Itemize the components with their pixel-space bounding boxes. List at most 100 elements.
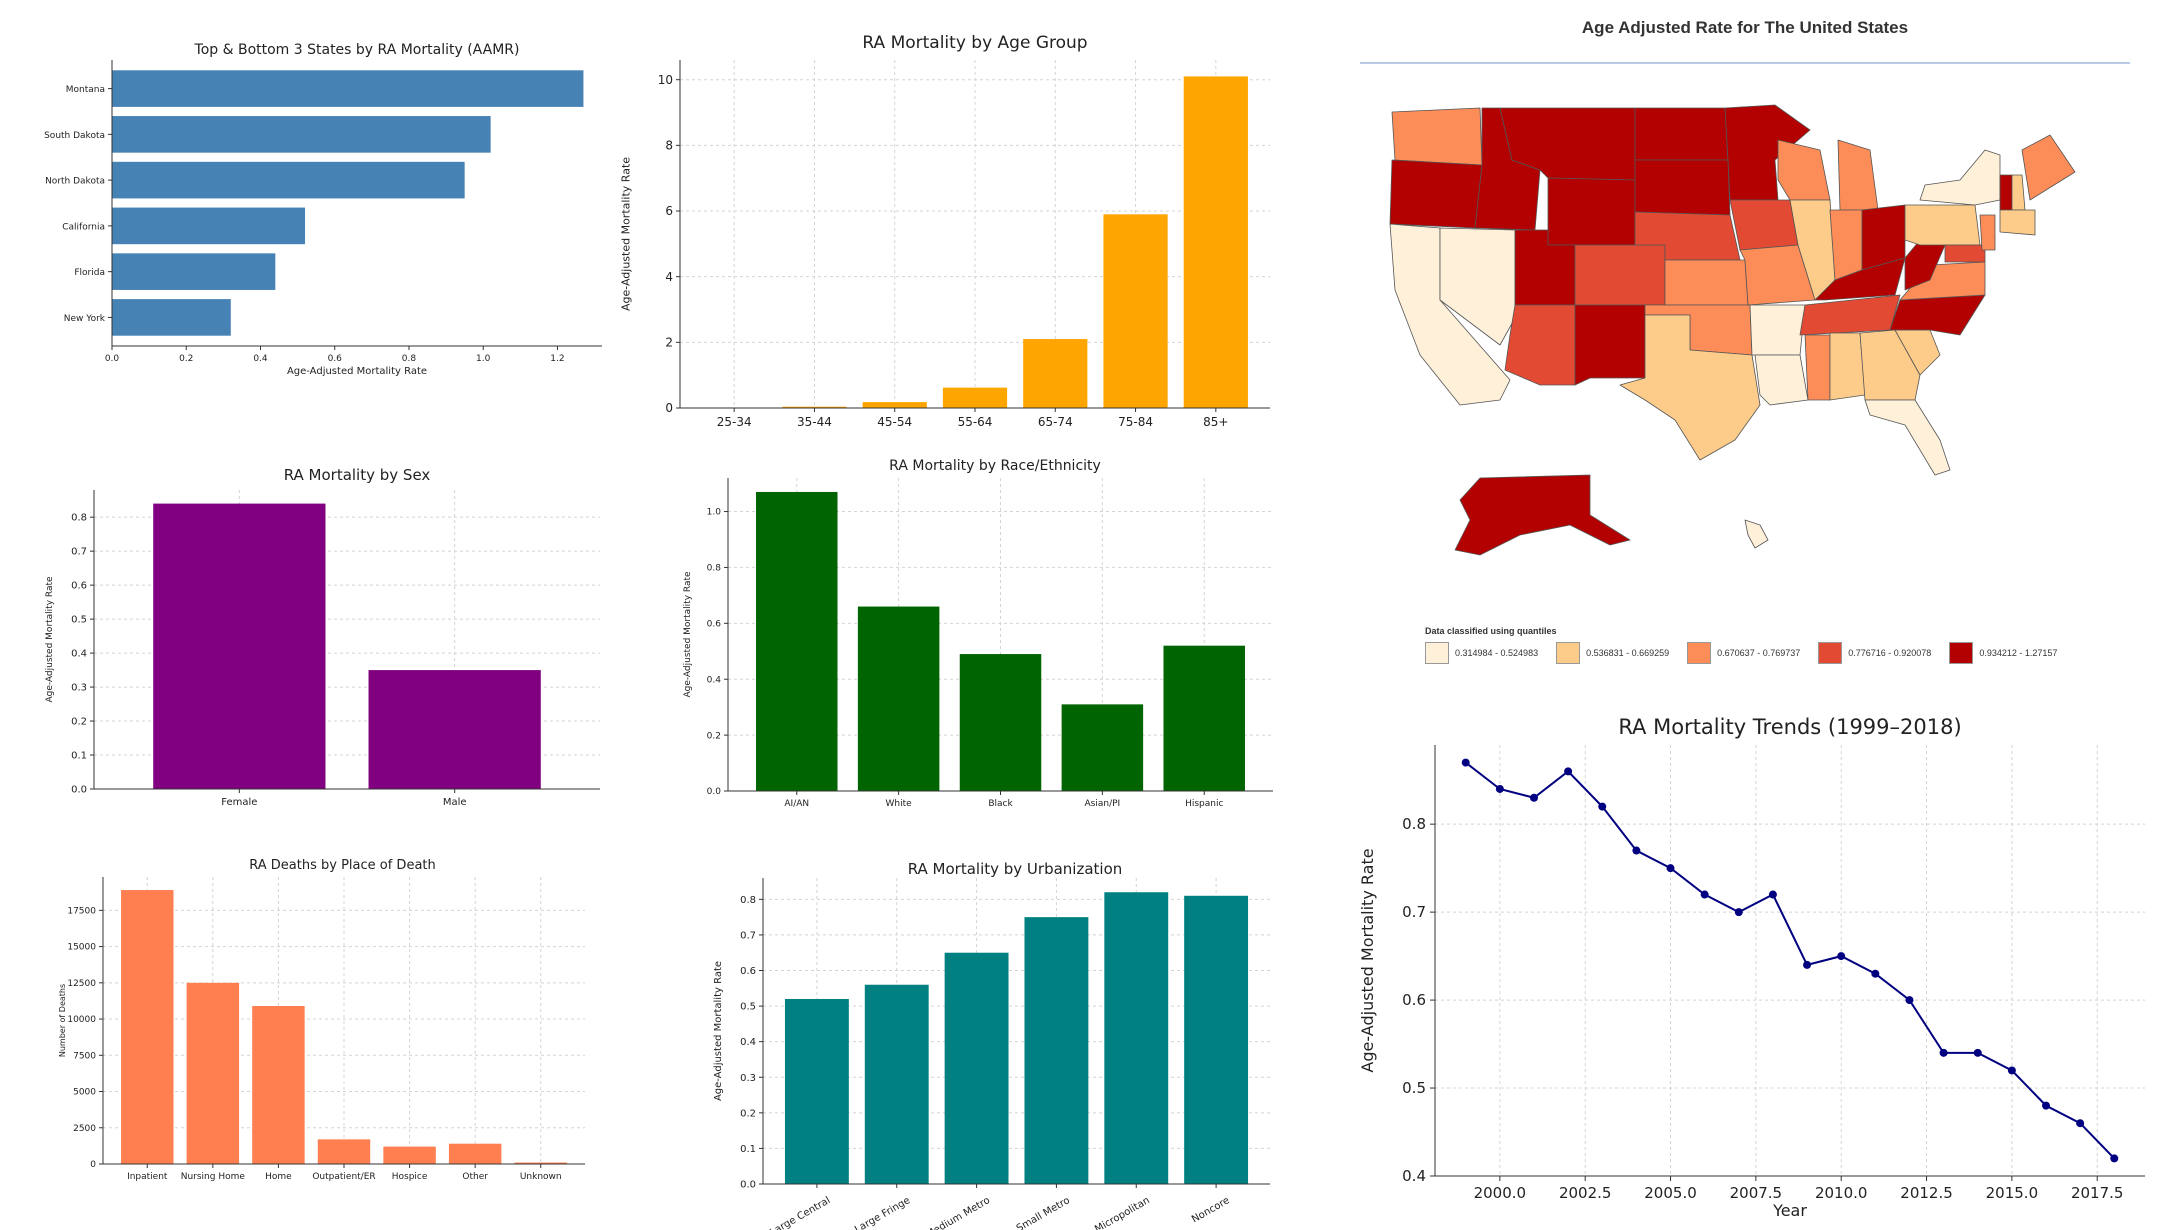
- bar: [1183, 76, 1248, 408]
- y-tick-label: 0.2: [740, 1108, 756, 1119]
- y-axis-label: Age-Adjusted Mortality Rate: [713, 961, 724, 1101]
- x-tick-label: 2007.5: [1730, 1184, 1783, 1202]
- y-tick-label: South Dakota: [44, 131, 105, 141]
- chart-svg: 0.0 0.1 0.2 0.3 0.4 0.5 0.6 0.7 0.8 Female Male Age…: [45, 490, 600, 808]
- series-line: [1465, 761, 2115, 1160]
- legend-label: 0.314984 - 0.524983: [1455, 648, 1539, 658]
- data-point: [1461, 758, 1470, 767]
- y-tick-label: 0.7: [740, 930, 756, 941]
- x-tick-label: Asian/PI: [1085, 799, 1121, 809]
- y-tick-label: 0.2: [71, 717, 87, 728]
- y-axis-label: Number of Deaths: [58, 984, 67, 1057]
- bar: [864, 984, 929, 1184]
- legend-label: 0.670637 - 0.769737: [1717, 648, 1801, 658]
- state-north-dakota: [1634, 107, 1729, 161]
- x-tick-label: 2005.0: [1644, 1184, 1697, 1202]
- data-point: [1837, 952, 1846, 961]
- state-iowa: [1729, 199, 1799, 251]
- x-tick-label: White: [886, 799, 913, 809]
- bar: [1024, 917, 1089, 1184]
- y-axis-label: Age-Adjusted Mortality Rate: [1358, 848, 1377, 1072]
- y-tick-label: 0.4: [1402, 1167, 1426, 1185]
- state-georgia: [1859, 329, 1921, 401]
- chart-title: RA Mortality by Age Group: [862, 33, 1088, 53]
- y-tick-label: 0.2: [707, 731, 721, 741]
- chart-title: RA Mortality by Race/Ethnicity: [889, 458, 1101, 474]
- y-tick-label: Florida: [74, 268, 105, 278]
- state-alaska: [1454, 474, 1631, 556]
- state-nevada: [1439, 227, 1516, 346]
- state-pennsylvania: [1904, 204, 1981, 246]
- legend-title: Data classified using quantiles: [1425, 626, 1557, 636]
- data-point: [2110, 1154, 2119, 1163]
- x-tick-label: 85+: [1203, 415, 1228, 429]
- legend-label: 0.776716 - 0.920078: [1848, 648, 1932, 658]
- chart-title: RA Deaths by Place of Death: [249, 858, 436, 873]
- x-tick-label: 0.0: [105, 354, 120, 364]
- y-tick-label: 0.7: [71, 547, 87, 558]
- bar: [186, 982, 240, 1164]
- chart-svg: Montana South Dakota North Dakota Californi…: [44, 60, 602, 377]
- y-tick-label: 7500: [73, 1051, 96, 1061]
- legend-item: 0.536831 - 0.669259: [1556, 642, 1669, 664]
- bar: [782, 406, 847, 408]
- state-minnesota: [1724, 104, 1811, 201]
- bar: [1023, 339, 1088, 408]
- x-tick-label: 25-34: [717, 415, 752, 429]
- state-new-jersey: [1979, 214, 1996, 251]
- bar: [317, 1139, 371, 1164]
- bar: [112, 207, 306, 245]
- data-point: [1700, 890, 1709, 899]
- x-tick-label: 2000.0: [1474, 1184, 1527, 1202]
- state-southern-new-england: [1999, 209, 2036, 236]
- x-tick-label: 2010.0: [1815, 1184, 1868, 1202]
- x-tick-label: Unknown: [520, 1172, 562, 1182]
- data-point: [1495, 784, 1504, 793]
- x-tick-label: Other: [462, 1172, 488, 1182]
- bar: [1163, 645, 1245, 791]
- data-point: [1666, 864, 1675, 873]
- state-new-mexico: [1574, 304, 1646, 386]
- y-tick-label: 0.4: [707, 675, 722, 685]
- bar: [112, 299, 231, 336]
- x-axis-label: Age-Adjusted Mortality Rate: [287, 366, 427, 377]
- chart-svg: 0 2 4 6 8 10 25-34 35-44 45-54 55-64 65-74 75-84 85+…: [620, 60, 1270, 429]
- chart-svg: 0.0 0.2 0.4 0.6 0.8 1.0 AI/AN White Black Asian/P…: [683, 478, 1273, 809]
- bar: [1104, 892, 1169, 1184]
- state-wisconsin: [1777, 139, 1831, 201]
- y-axis-label: Age-Adjusted Mortality Rate: [620, 157, 633, 311]
- chart-title: RA Mortality Trends (1999–2018): [1618, 715, 1962, 739]
- legend-item: 0.670637 - 0.769737: [1687, 642, 1800, 664]
- bar: [514, 1162, 567, 1164]
- legend-item: 0.934212 - 1.27157: [1949, 642, 2057, 664]
- y-tick-label: 0.4: [740, 1037, 756, 1048]
- y-tick-label: 8: [665, 139, 673, 153]
- legend-swatch: [1818, 642, 1843, 664]
- x-tick-label: 2015.0: [1986, 1184, 2039, 1202]
- bar: [368, 670, 541, 789]
- state-arizona: [1504, 304, 1576, 386]
- legend-swatch: [1949, 642, 1974, 664]
- data-point: [1529, 793, 1538, 802]
- y-tick-label: 0.7: [1402, 903, 1426, 921]
- x-tick-label: Female: [221, 797, 257, 808]
- data-point: [2042, 1101, 2051, 1110]
- state-mississippi: [1804, 334, 1831, 401]
- legend-swatch: [1556, 642, 1581, 664]
- y-tick-label: 10000: [67, 1015, 96, 1025]
- y-tick-label: 0.8: [740, 895, 756, 906]
- x-tick-label: 75-84: [1118, 415, 1153, 429]
- state-new-hampshire: [2011, 174, 2026, 211]
- state-tennessee: [1799, 294, 1901, 336]
- data-point: [1803, 960, 1812, 969]
- state-indiana: [1829, 209, 1863, 281]
- y-tick-label: 0.4: [71, 649, 87, 660]
- state-wyoming: [1547, 177, 1636, 246]
- x-tick-label: 55-64: [958, 415, 993, 429]
- x-tick-label: 2017.5: [2071, 1184, 2124, 1202]
- map-title: Age Adjusted Rate for The United States: [1581, 18, 1909, 37]
- chart-title: RA Mortality by Sex: [283, 466, 431, 484]
- data-point: [1564, 767, 1573, 776]
- state-maine: [2021, 134, 2076, 201]
